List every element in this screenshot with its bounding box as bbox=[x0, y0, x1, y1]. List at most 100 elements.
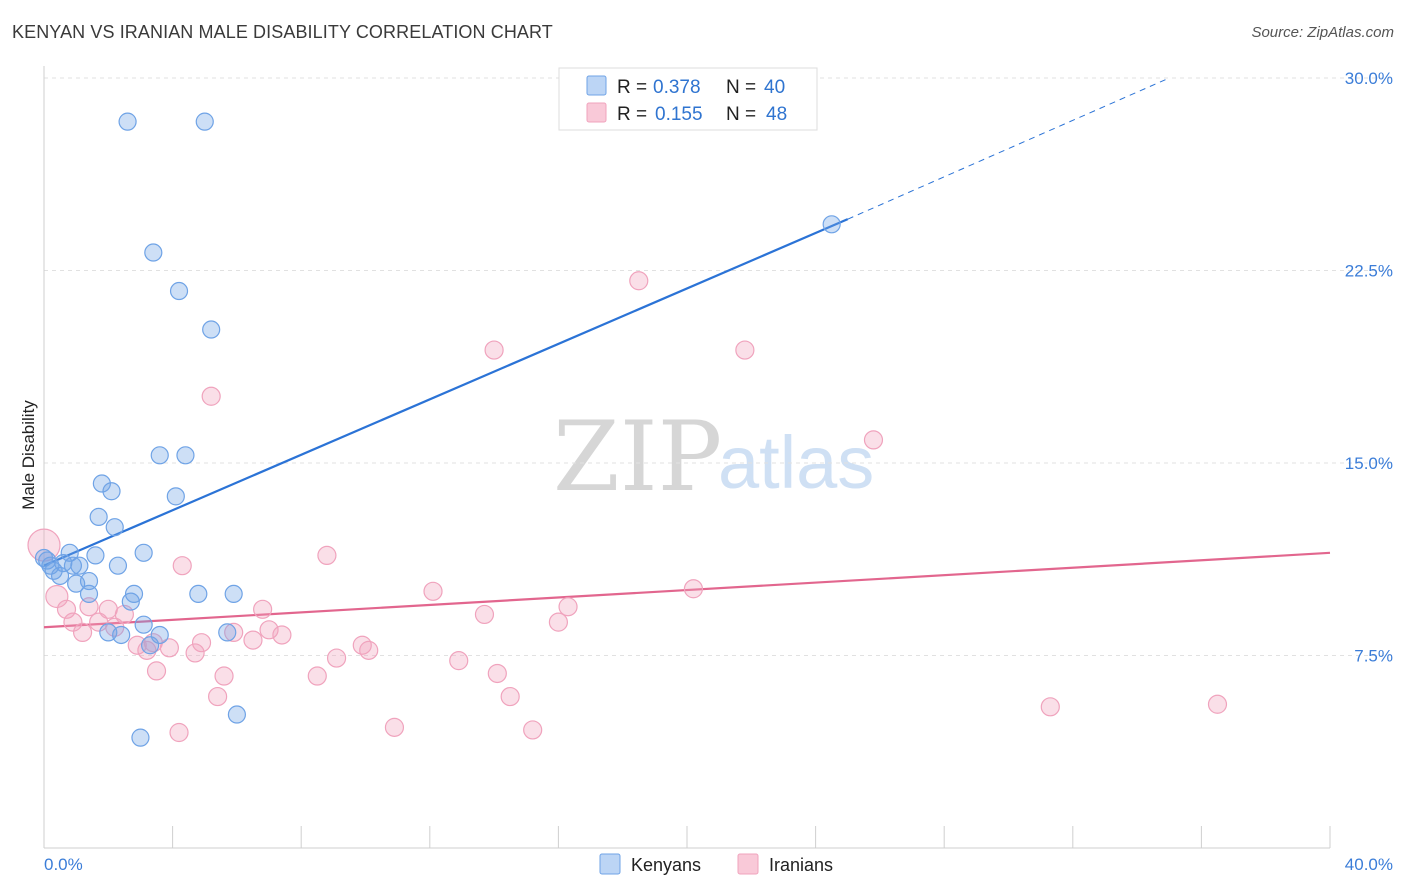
point-kenyans bbox=[70, 556, 89, 575]
legend-swatch-kenyans bbox=[586, 75, 607, 96]
point-iranians bbox=[159, 638, 179, 658]
point-kenyans bbox=[102, 482, 121, 501]
point-iranians bbox=[735, 340, 755, 360]
point-kenyans bbox=[89, 507, 108, 527]
point-iranians bbox=[137, 640, 157, 660]
y-tick-label: 7.5% bbox=[1354, 647, 1393, 666]
point-iranians bbox=[683, 579, 704, 599]
point-iranians bbox=[191, 633, 212, 653]
legend-n-value-iranians: 48 bbox=[766, 104, 787, 125]
point-iranians bbox=[326, 648, 347, 668]
point-iranians bbox=[558, 597, 578, 617]
point-kenyans bbox=[63, 556, 83, 575]
legend-r-value-iranians: 0.155 bbox=[655, 104, 703, 125]
point-kenyans bbox=[134, 543, 153, 562]
point-kenyans bbox=[50, 566, 70, 586]
point-kenyans bbox=[105, 518, 124, 537]
point-iranians bbox=[79, 597, 99, 617]
legend-n-value-kenyans: 40 bbox=[764, 77, 785, 98]
point-iranians bbox=[863, 430, 884, 450]
point-kenyans bbox=[169, 281, 189, 301]
point-iranians bbox=[208, 686, 228, 707]
point-kenyans bbox=[131, 728, 150, 747]
point-iranians bbox=[474, 604, 495, 625]
point-iranians bbox=[548, 612, 569, 632]
point-kenyans bbox=[118, 112, 137, 131]
point-kenyans bbox=[202, 320, 221, 339]
point-iranians bbox=[146, 661, 167, 681]
point-iranians bbox=[243, 630, 263, 650]
gridlines bbox=[44, 77, 1393, 656]
chart-title: KENYAN VS IRANIAN MALE DISABILITY CORREL… bbox=[12, 22, 553, 42]
point-iranians bbox=[98, 599, 118, 619]
point-kenyans bbox=[195, 112, 214, 131]
watermark-zip: ZIP bbox=[553, 401, 722, 513]
trend-line-kenyans-extension bbox=[847, 77, 1170, 220]
point-iranians bbox=[224, 622, 244, 643]
point-kenyans bbox=[176, 446, 195, 465]
legend-n-label-kenyans: N = bbox=[726, 77, 756, 98]
y-tick-labels: 7.5% 15.0% 22.5% 30.0% bbox=[1345, 69, 1393, 666]
point-iranians bbox=[272, 625, 292, 645]
point-kenyans bbox=[67, 574, 86, 593]
y-axis-title: Male Disability bbox=[19, 400, 38, 510]
point-kenyans bbox=[92, 474, 111, 493]
point-iranians bbox=[127, 635, 147, 655]
trend-line-iranians bbox=[43, 551, 1331, 629]
point-kenyans bbox=[224, 584, 243, 604]
bottom-legend-swatch-iranians bbox=[737, 853, 759, 875]
point-kenyans bbox=[121, 592, 140, 611]
y-tick-label: 15.0% bbox=[1345, 454, 1393, 473]
series-legend: Kenyans Iranians bbox=[599, 853, 833, 875]
legend-r-label-iranians: R = bbox=[617, 104, 647, 125]
watermark: ZIP atlas bbox=[553, 401, 874, 513]
point-iranians bbox=[449, 651, 469, 671]
x-tick-label-min: 0.0% bbox=[44, 855, 83, 874]
point-kenyans bbox=[189, 584, 208, 604]
point-kenyans bbox=[227, 705, 246, 724]
point-iranians bbox=[487, 663, 507, 684]
point-iranians bbox=[1040, 697, 1060, 717]
point-kenyans bbox=[144, 243, 163, 262]
point-kenyans bbox=[108, 556, 128, 575]
point-iranians bbox=[214, 666, 234, 686]
point-iranians bbox=[259, 620, 279, 640]
point-kenyans bbox=[822, 215, 841, 234]
y-tick-label: 22.5% bbox=[1345, 262, 1393, 281]
point-kenyans bbox=[38, 551, 57, 570]
point-iranians bbox=[169, 722, 189, 743]
legend-r-label-kenyans: R = bbox=[617, 77, 647, 98]
point-iranians bbox=[629, 271, 649, 291]
point-iranians bbox=[72, 622, 93, 643]
point-iranians bbox=[359, 640, 379, 660]
point-iranians bbox=[185, 643, 205, 663]
trend-lines bbox=[43, 77, 1331, 629]
point-iranians bbox=[500, 686, 520, 707]
point-iranians bbox=[423, 581, 443, 601]
legend-n-label-iranians: N = bbox=[726, 104, 756, 125]
point-kenyans bbox=[79, 584, 99, 604]
point-iranians bbox=[1207, 694, 1228, 714]
point-iranians bbox=[201, 386, 221, 406]
bottom-legend-label-iranians: Iranians bbox=[769, 855, 833, 875]
bottom-legend-label-kenyans: Kenyans bbox=[631, 855, 701, 875]
point-kenyans bbox=[150, 446, 169, 465]
point-iranians bbox=[172, 556, 192, 576]
legend-r-value-kenyans: 0.378 bbox=[653, 77, 701, 98]
point-iranians bbox=[384, 717, 405, 737]
point-iranians bbox=[317, 545, 337, 566]
point-kenyans bbox=[112, 625, 131, 645]
legend-swatch-iranians bbox=[586, 102, 607, 123]
x-tick-label-max: 40.0% bbox=[1345, 855, 1393, 874]
y-tick-label: 30.0% bbox=[1345, 69, 1393, 88]
correlation-legend: R = 0.378 N = 40 R = 0.155 N = 48 bbox=[558, 67, 818, 131]
point-iranians bbox=[523, 720, 543, 740]
series-kenyans-points bbox=[34, 112, 841, 747]
point-iranians bbox=[352, 635, 372, 655]
bottom-legend-swatch-kenyans bbox=[599, 853, 621, 875]
point-kenyans bbox=[140, 636, 160, 655]
point-kenyans bbox=[86, 546, 105, 565]
point-iranians bbox=[253, 599, 273, 619]
point-kenyans bbox=[134, 615, 153, 634]
